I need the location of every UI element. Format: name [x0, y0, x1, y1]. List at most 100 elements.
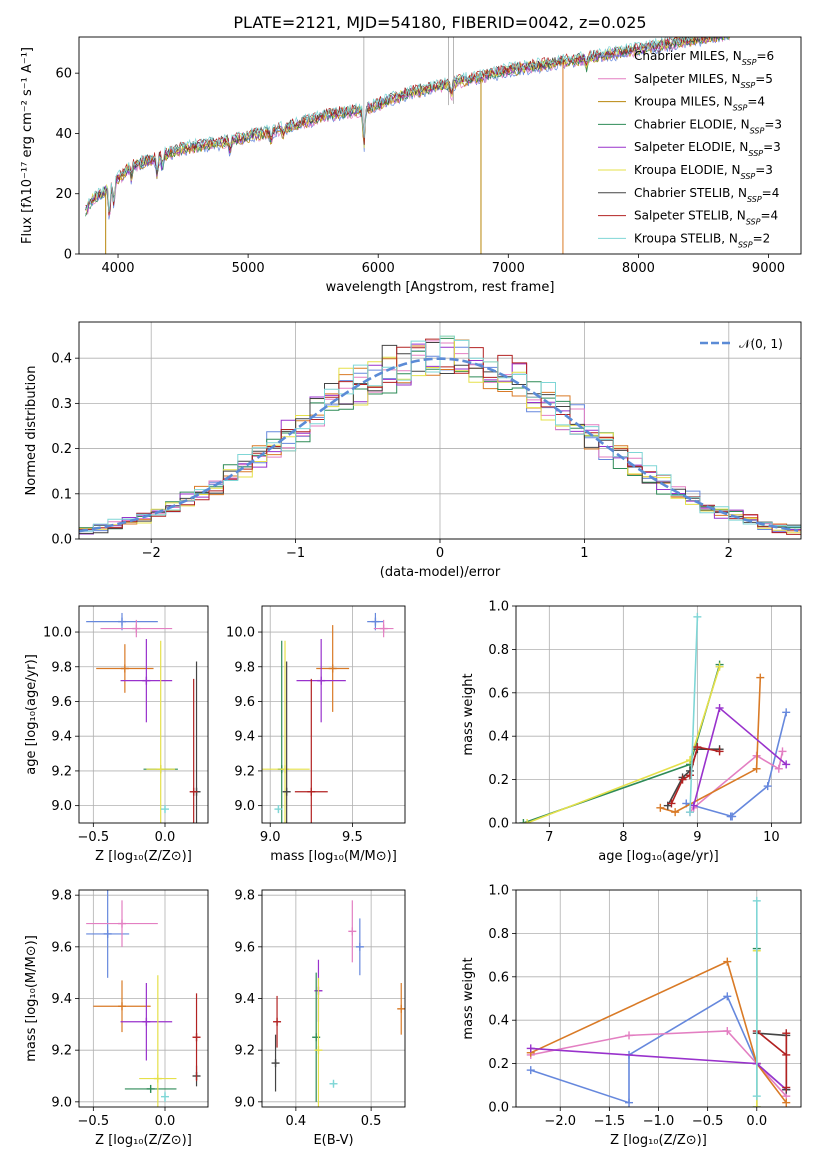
y-axis-label: mass [log₁₀(M/M⊙)]	[24, 935, 39, 1062]
x-tick-label: 8	[619, 830, 627, 845]
spectrum-line	[85, 37, 724, 216]
y-tick-label: 9.8	[51, 660, 72, 675]
x-tick-label: −1.0	[643, 1114, 675, 1129]
x-tick-label: −1.5	[594, 1114, 626, 1129]
y-tick-label: 9.4	[234, 730, 255, 745]
y-tick-label: 0.6	[488, 686, 509, 701]
y-tick-label: 0.0	[488, 817, 509, 832]
x-tick-label: 6000	[362, 261, 395, 276]
y-axis-label: Flux [fλ10⁻¹⁷ erg cm⁻² s⁻¹ A⁻¹]	[20, 47, 35, 244]
mass-vs-EBV-plot-area	[271, 900, 405, 1107]
y-tick-label: 9.8	[51, 889, 72, 904]
x-tick-label: 0.5	[361, 1114, 382, 1129]
y-tick-label: 9.0	[234, 1095, 255, 1110]
series-line	[667, 748, 720, 806]
y-tick-label: 9.4	[51, 992, 72, 1007]
x-axis-label: age [log₁₀(age/yr)]	[598, 849, 719, 864]
mass-vs-EBV-panel: 0.4 0.5 9.0 9.2 9.4 9.6 9.8 E(B-V)	[234, 889, 406, 1148]
x-tick-label: 9.5	[342, 830, 363, 845]
y-tick-label: 9.6	[234, 940, 255, 955]
y-tick-label: 9.2	[234, 764, 255, 779]
y-tick-label: 9.0	[51, 799, 72, 814]
series-line	[660, 677, 762, 813]
y-tick-label: 9.2	[51, 764, 72, 779]
axes-frame	[78, 321, 802, 540]
legend-label: Salpeter ELODIE, NSSP=3	[634, 140, 781, 158]
axes-frame	[261, 605, 406, 824]
y-tick-label: 0.4	[51, 352, 72, 367]
spectrum-line	[85, 37, 730, 217]
y-tick-label: 9.8	[234, 889, 255, 904]
age-vs-mass-plot-area	[262, 612, 394, 823]
x-tick-label: 0.0	[155, 1114, 176, 1129]
axes-frame	[515, 605, 802, 824]
y-tick-label: 9.8	[234, 660, 255, 675]
legend-label: 𝒩(0, 1)	[739, 337, 783, 351]
x-tick-label: −1	[286, 546, 305, 561]
x-tick-label: 9000	[752, 261, 785, 276]
x-tick-label: 1	[580, 546, 588, 561]
series-line	[756, 1030, 788, 1088]
x-tick-label: 5000	[232, 261, 265, 276]
y-tick-label: 0.6	[488, 970, 509, 985]
spectrum-line	[85, 37, 728, 220]
y-tick-label: 10.0	[226, 626, 255, 641]
x-axis-label: wavelength [Angstrom, rest frame]	[326, 280, 555, 295]
spectrum-line	[85, 37, 729, 216]
x-axis-label: mass [log₁₀(M/M⊙)]	[270, 849, 397, 864]
y-tick-label: 1.0	[488, 600, 509, 615]
legend-label: Chabrier MILES, NSSP=6	[634, 49, 774, 67]
y-tick-label: 0.1	[51, 487, 72, 502]
legend-label: Kroupa ELODIE, NSSP=3	[634, 163, 773, 181]
y-tick-label: 40	[55, 127, 72, 142]
y-tick-label: 0	[64, 248, 72, 263]
x-tick-label: 7000	[492, 261, 525, 276]
y-tick-label: 10.0	[43, 626, 72, 641]
y-axis-label: age [log₁₀(age/yr)]	[24, 654, 39, 775]
y-tick-label: 9.4	[234, 992, 255, 1007]
gaussian-reference-line	[79, 357, 799, 533]
y-tick-label: 20	[55, 187, 72, 202]
age-vs-Z-panel: −0.5 0.0 9.0 9.2 9.4 9.6 9.8 10.0 Z [log₁₀(Z/Z⊙)…	[24, 605, 209, 864]
y-tick-label: 0.2	[51, 442, 72, 457]
y-tick-label: 0.0	[488, 1101, 509, 1116]
y-tick-label: 0.2	[488, 773, 509, 788]
x-tick-label: 10	[763, 830, 780, 845]
y-tick-label: 9.0	[51, 1095, 72, 1110]
y-tick-label: 0.8	[488, 643, 509, 658]
series-line	[756, 1032, 788, 1090]
y-tick-label: 0.4	[488, 730, 509, 745]
x-axis-label: Z [log₁₀(Z/Z⊙)]	[610, 1133, 707, 1148]
x-tick-label: 8000	[622, 261, 655, 276]
x-axis-label: Z [log₁₀(Z/Z⊙)]	[95, 849, 192, 864]
y-tick-label: 9.4	[51, 730, 72, 745]
y-tick-label: 0.2	[488, 1057, 509, 1072]
x-tick-label: 9.0	[260, 830, 281, 845]
y-tick-label: 9.2	[51, 1044, 72, 1059]
age-vs-Z-plot-area	[86, 612, 201, 823]
legend-label: Salpeter MILES, NSSP=5	[634, 72, 773, 90]
y-tick-label: 60	[55, 67, 72, 82]
x-tick-label: −2	[142, 546, 161, 561]
axes-frame	[78, 889, 209, 1108]
y-axis-label: mass weight	[461, 673, 476, 755]
age-vs-mass-panel: 9.0 9.5 9.0 9.2 9.4 9.6 9.8 10.0 mass [log₁₀(M/M…	[226, 605, 406, 864]
x-axis-label: E(B-V)	[313, 1133, 353, 1148]
x-tick-label: 9	[693, 830, 701, 845]
y-tick-label: 9.6	[234, 695, 255, 710]
x-tick-label: −0.5	[692, 1114, 724, 1129]
axes-frame	[261, 889, 406, 1108]
spectrum-line	[85, 37, 730, 215]
x-tick-label: −0.5	[78, 1114, 110, 1129]
y-tick-label: 0.0	[51, 533, 72, 548]
series-line	[670, 746, 720, 804]
y-tick-label: 1.0	[488, 884, 509, 899]
spectrum-line	[85, 37, 724, 213]
legend-label: Chabrier ELODIE, NSSP=3	[634, 117, 782, 135]
y-tick-label: 0.3	[51, 397, 72, 412]
y-axis-label: mass weight	[461, 957, 476, 1039]
spectrum-line	[85, 37, 726, 213]
x-tick-label: −2.0	[544, 1114, 576, 1129]
y-axis-label: Normed distribution	[24, 366, 39, 496]
axes-frame	[78, 36, 802, 255]
